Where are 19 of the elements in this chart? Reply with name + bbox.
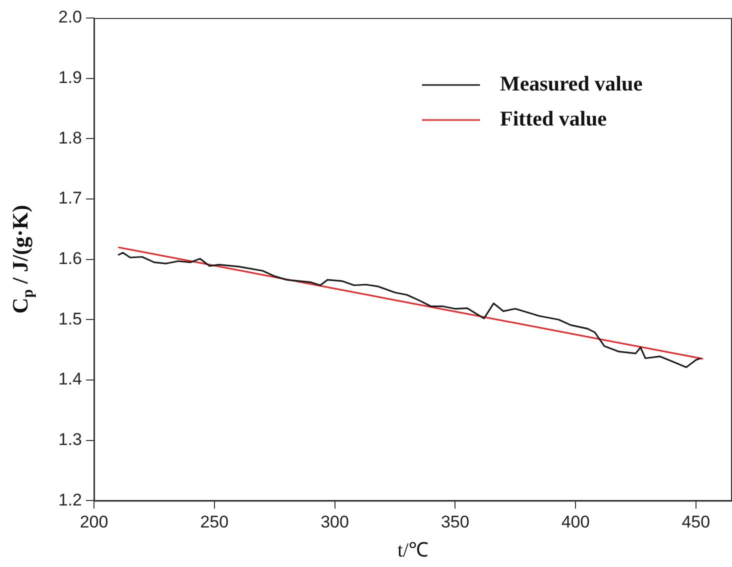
- y-axis-title: Cp / J/(g·K): [8, 204, 37, 314]
- x-tick-label: 300: [320, 512, 349, 532]
- x-tick-label: 250: [200, 512, 229, 532]
- y-tick-label: 1.3: [58, 430, 82, 449]
- legend-label: Fitted value: [500, 106, 607, 130]
- y-tick-label: 1.9: [58, 68, 82, 88]
- y-tick-label: 1.4: [58, 370, 82, 389]
- y-tick-label: 1.5: [58, 309, 82, 328]
- x-tick-label: 450: [682, 512, 710, 532]
- y-tick-label: 1.7: [58, 188, 82, 208]
- x-axis-title: t/℃: [397, 539, 429, 562]
- legend-label: Measured value: [500, 71, 643, 96]
- y-tick-label: 2.0: [58, 8, 82, 27]
- x-tick-label: 350: [440, 512, 470, 532]
- y-tick-label: 1.6: [58, 248, 82, 268]
- x-tick-label: 400: [561, 512, 590, 532]
- y-tick-label: 1.8: [58, 128, 82, 148]
- x-tick-label: 200: [80, 512, 108, 532]
- y-tick-label: 1.2: [58, 490, 82, 510]
